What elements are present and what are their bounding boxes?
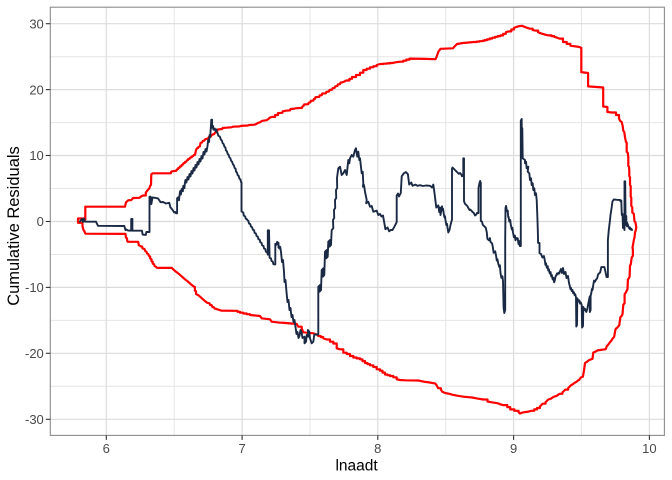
svg-text:-10: -10 (25, 280, 44, 295)
svg-text:10: 10 (29, 148, 43, 163)
svg-text:20: 20 (29, 82, 43, 97)
svg-text:8: 8 (374, 441, 381, 456)
svg-text:30: 30 (29, 16, 43, 31)
svg-text:Cumulative Residuals: Cumulative Residuals (5, 146, 23, 306)
svg-text:7: 7 (238, 441, 245, 456)
svg-text:-20: -20 (25, 346, 44, 361)
svg-text:lnaadt: lnaadt (335, 458, 378, 475)
svg-text:0: 0 (37, 214, 44, 229)
svg-text:10: 10 (642, 441, 656, 456)
svg-text:6: 6 (103, 441, 110, 456)
svg-text:9: 9 (510, 441, 517, 456)
svg-text:-30: -30 (25, 412, 44, 427)
